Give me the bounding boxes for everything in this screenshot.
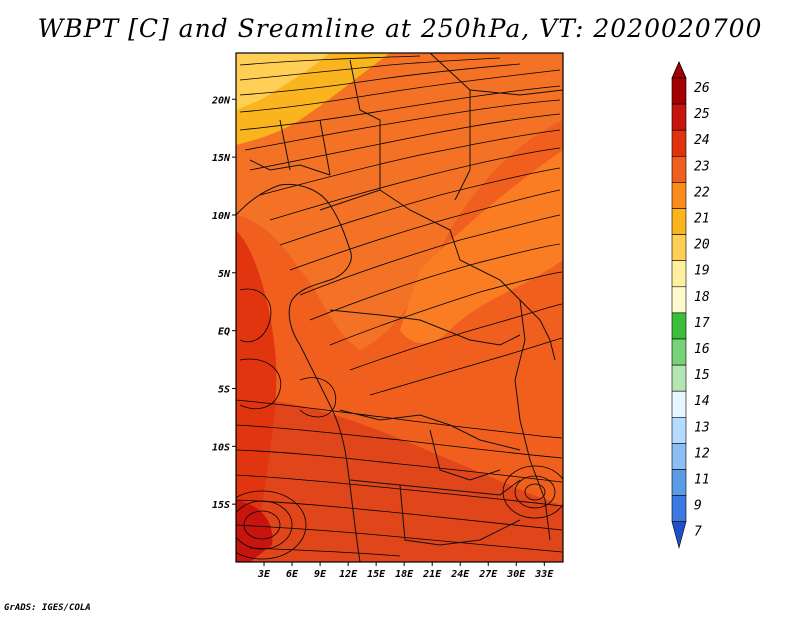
- wbpt-region-east-band: [400, 150, 563, 344]
- colorbar: 26 25 24 23 22 21 20 19 18 17 16 15 14 13 12 11 9 7: [671, 61, 710, 549]
- map-frame: [235, 52, 564, 563]
- wbpt-region-coolest-northwest: [236, 53, 330, 110]
- colorbar-swatch: [671, 443, 687, 470]
- colorbar-swatch: [671, 156, 687, 183]
- colorbar-label: 21: [694, 212, 710, 227]
- wbpt-region-north: [236, 53, 563, 350]
- lon-tick-label: 15E: [367, 569, 386, 580]
- lon-tick-label: 33E: [534, 569, 554, 580]
- lat-tick-label: 20N: [211, 95, 231, 106]
- colorbar-swatch: [671, 182, 687, 209]
- longitude-axis: 3E 6E 9E 12E 15E 18E 21E 24E 27E 30E 33E: [257, 562, 554, 580]
- colorbar-label: 20: [694, 238, 710, 253]
- colorbar-label: 11: [694, 473, 710, 488]
- colorbar-max-arrow: [671, 61, 687, 79]
- colorbar-label: 14: [694, 394, 710, 409]
- colorbar-swatch: [671, 364, 687, 392]
- map-panel: [236, 53, 563, 562]
- colorbar-swatch: [671, 416, 687, 444]
- streamlines: [236, 55, 563, 560]
- colorbar-swatch: [671, 286, 687, 314]
- lat-tick-label: 10N: [212, 211, 231, 222]
- colorbar-label: 25: [694, 107, 710, 122]
- lon-tick-label: 27E: [478, 569, 498, 580]
- lat-tick-label: 15N: [212, 153, 231, 164]
- colorbar-label: 23: [694, 159, 710, 174]
- colorbar-min-arrow: [671, 521, 687, 549]
- colorbar-label: 19: [694, 264, 710, 279]
- colorbar-swatch: [671, 312, 687, 340]
- colorbar-label: 18: [694, 290, 710, 305]
- colorbar-label: 22: [694, 185, 710, 200]
- colorbar-swatch: [671, 208, 687, 235]
- wbpt-region-west: [236, 230, 277, 540]
- lon-tick-label: 21E: [422, 569, 442, 580]
- colorbar-swatch: [671, 469, 687, 496]
- colorbar-swatch: [671, 495, 687, 523]
- colorbar-label: 24: [694, 133, 710, 148]
- lon-tick-label: 6E: [286, 569, 299, 580]
- colorbar-swatch: [671, 390, 687, 418]
- political-borders: [236, 53, 563, 562]
- lon-tick-label: 9E: [314, 569, 327, 580]
- wbpt-region-southwest-max: [236, 500, 273, 562]
- lat-tick-label: 15S: [212, 500, 230, 511]
- lon-tick-label: 12E: [339, 569, 358, 580]
- colorbar-label: 15: [694, 368, 710, 383]
- colorbar-swatch: [671, 234, 687, 262]
- colorbar-swatch: [671, 77, 687, 105]
- latitude-axis: 20N 15N 10N 5N EQ 5S 10S 15S: [211, 95, 236, 511]
- lat-tick-label: 5S: [218, 384, 230, 395]
- lat-tick-label: EQ: [218, 327, 230, 338]
- colorbar-label: 17: [694, 316, 710, 331]
- colorbar-label: 9: [694, 499, 702, 514]
- lon-tick-label: 3E: [257, 569, 271, 580]
- lon-tick-label: 30E: [506, 569, 526, 580]
- colorbar-label: 16: [694, 342, 710, 357]
- colorbar-swatch: [671, 129, 687, 157]
- map-title: WBPT [C] and Sreamline at 250hPa, VT: 20…: [37, 14, 763, 43]
- colorbar-swatch: [671, 338, 687, 366]
- lon-tick-label: 24E: [450, 569, 470, 580]
- colorbar-label: 7: [694, 525, 702, 540]
- colorbar-label: 13: [694, 420, 710, 435]
- lon-tick-label: 18E: [395, 569, 414, 580]
- colorbar-swatch: [671, 260, 687, 288]
- colorbar-label: 12: [694, 446, 710, 461]
- colorbar-label: 26: [694, 81, 710, 96]
- lat-tick-label: 5N: [218, 269, 231, 280]
- grads-credit: GrADS: IGES/COLA: [4, 603, 91, 613]
- colorbar-swatch: [671, 103, 687, 131]
- lat-tick-label: 10S: [212, 442, 230, 453]
